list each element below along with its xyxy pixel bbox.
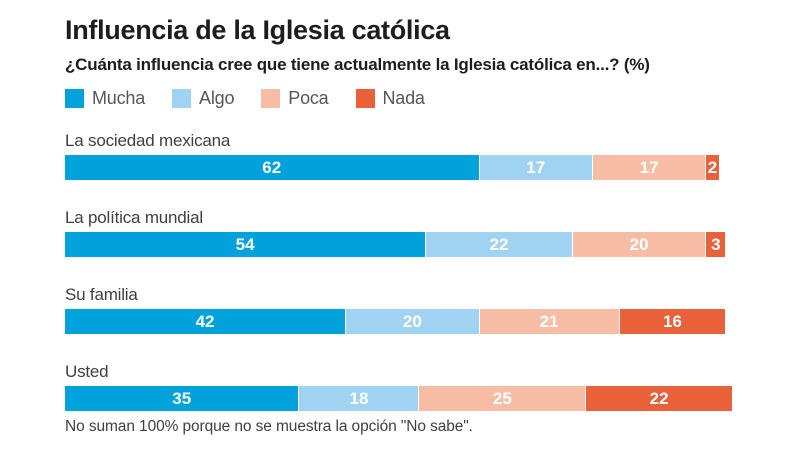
- bar-segment-algo: 18: [298, 386, 419, 412]
- bar-segment-mucha: 42: [65, 309, 346, 335]
- category-label: La sociedad mexicana: [65, 131, 231, 151]
- bar-segment-mucha: 35: [65, 386, 299, 412]
- segment-value: 62: [262, 158, 282, 178]
- bar-segment-poca: 21: [478, 309, 619, 335]
- legend-label: Nada: [382, 88, 425, 109]
- legend-swatch-icon: [65, 89, 84, 109]
- segment-value: 54: [235, 235, 255, 255]
- segment-value: 20: [629, 235, 649, 255]
- category-label: La política mundial: [65, 208, 203, 228]
- legend-swatch-icon: [355, 89, 375, 109]
- table-row: Usted 35 18 25 22: [65, 361, 732, 412]
- stacked-bar: 35 18 25 22: [65, 386, 732, 412]
- bar-segment-poca: 25: [418, 386, 586, 412]
- bar-segment-nada: 2: [705, 155, 719, 181]
- segment-value: 21: [539, 312, 559, 332]
- legend-item-algo: Algo: [172, 88, 234, 109]
- segment-value: 17: [639, 158, 659, 178]
- legend-label: Poca: [288, 88, 329, 109]
- segment-value: 20: [402, 312, 422, 332]
- legend-item-mucha: Mucha: [65, 88, 145, 109]
- bar-segment-nada: 22: [585, 386, 732, 412]
- stacked-bar: 42 20 21 16: [65, 309, 732, 335]
- chart-title: Influencia de la Iglesia católica: [65, 15, 450, 45]
- table-row: La política mundial 54 22 20 3: [65, 207, 732, 258]
- segment-value: 17: [526, 158, 546, 178]
- segment-value: 22: [649, 389, 669, 409]
- bar-rows: La sociedad mexicana 62 17 17 2 La política m…: [65, 130, 732, 412]
- bar-segment-nada: 16: [618, 309, 726, 335]
- bar-segment-nada: 3: [705, 232, 726, 258]
- bar-segment-mucha: 62: [65, 155, 479, 181]
- segment-value: 18: [349, 389, 369, 409]
- bar-segment-algo: 17: [478, 155, 592, 181]
- segment-value: 2: [707, 158, 718, 178]
- category-label: Usted: [65, 362, 109, 382]
- legend-item-nada: Nada: [355, 88, 425, 109]
- segment-value: 25: [492, 389, 512, 409]
- stacked-bar: 62 17 17 2: [65, 155, 732, 181]
- segment-value: 35: [172, 389, 192, 409]
- bar-segment-mucha: 54: [65, 232, 426, 258]
- bar-segment-poca: 20: [571, 232, 706, 258]
- segment-value: 22: [489, 235, 509, 255]
- bar-segment-algo: 20: [345, 309, 479, 335]
- chart-footnote: No suman 100% porque no se muestra la op…: [65, 418, 473, 436]
- chart-legend: Mucha Algo Poca Nada: [65, 88, 732, 109]
- table-row: La sociedad mexicana 62 17 17 2: [65, 130, 732, 181]
- legend-item-poca: Poca: [261, 88, 329, 109]
- legend-swatch-icon: [172, 89, 192, 109]
- table-row: Su familia 42 20 21 16: [65, 284, 732, 335]
- legend-label: Algo: [199, 88, 235, 109]
- bar-segment-algo: 22: [425, 232, 572, 258]
- legend-swatch-icon: [261, 89, 281, 109]
- bar-segment-poca: 17: [591, 155, 706, 181]
- category-label: Su familia: [65, 285, 138, 305]
- legend-label: Mucha: [92, 88, 146, 109]
- segment-value: 16: [662, 312, 682, 332]
- stacked-bar: 54 22 20 3: [65, 232, 732, 258]
- chart-subtitle: ¿Cuánta influencia cree que tiene actual…: [65, 55, 650, 75]
- segment-value: 3: [711, 235, 721, 255]
- segment-value: 42: [195, 312, 215, 332]
